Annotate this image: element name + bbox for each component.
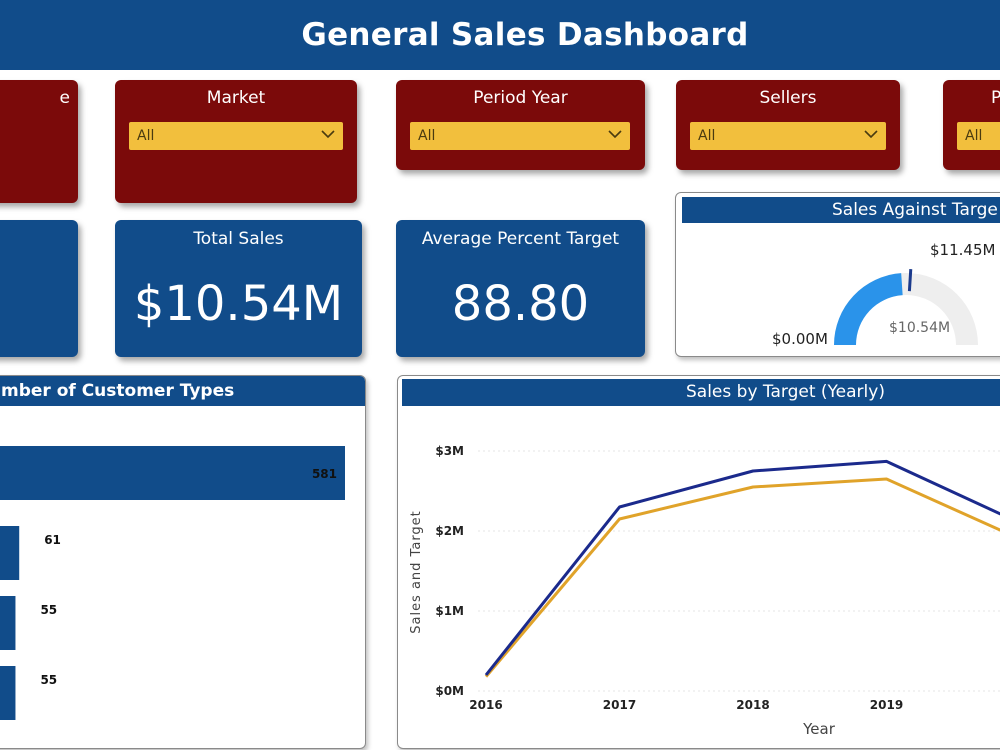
slicer-sellers: Sellers All: [676, 80, 900, 170]
chevron-down-icon: [321, 130, 335, 139]
customer-type-bar: [0, 446, 345, 500]
market-dropdown[interactable]: All: [129, 122, 343, 150]
y-tick-label: $1M: [435, 604, 464, 618]
slicer-label: Sellers: [759, 88, 817, 108]
x-tick-label: 2017: [603, 698, 636, 712]
customer-type-value-label: 55: [40, 673, 57, 687]
series-line: [484, 459, 1000, 676]
kpi-value: $10.54M: [133, 276, 344, 332]
partial-dropdown[interactable]: All: [957, 122, 1000, 150]
line-chart: $0M $1M $2M $3M 2016 2017 2018 2019 Year Sales an…: [409, 444, 1000, 738]
customer-types-panel: mber of Customer Types 581 61 55 55: [0, 375, 366, 749]
y-tick-label: $0M: [435, 684, 464, 698]
customer-type-bar: [0, 526, 20, 580]
y-tick-label: $3M: [435, 444, 464, 458]
dropdown-value: All: [418, 128, 436, 144]
gauge-max-label: $11.45M: [930, 241, 996, 259]
slicer-partial-left: e: [0, 80, 78, 203]
y-axis-title: Sales and Target: [409, 510, 424, 634]
slicer-partial-right: P All: [943, 80, 1000, 170]
dropdown-value: All: [137, 128, 155, 144]
page-title: General Sales Dashboard: [301, 17, 749, 53]
kpi-value: 88.80: [451, 276, 590, 332]
line-chart-title: Sales by Target (Yearly): [402, 379, 1000, 406]
kpi-label: Average Percent Target: [421, 229, 620, 249]
customer-type-bar: [0, 596, 16, 650]
x-tick-label: 2019: [870, 698, 903, 712]
kpi-average-percent-target: Average Percent Target 88.80: [396, 220, 645, 357]
x-axis-title: Year: [802, 720, 836, 738]
chevron-down-icon: [864, 130, 878, 139]
gauge-value-label: $10.54M: [889, 320, 951, 336]
gauge-panel: Sales Against Targe $11.45M $0.00M $10.5…: [675, 192, 1000, 357]
gauge-title: Sales Against Targe: [682, 197, 1000, 223]
series-line: [484, 477, 1000, 678]
dropdown-value: All: [965, 128, 983, 144]
x-tick-label: 2016: [469, 698, 502, 712]
customer-type-bar: [0, 666, 16, 720]
slicer-label: e: [59, 88, 70, 108]
slicer-period-year: Period Year All: [396, 80, 645, 170]
x-tick-label: 2018: [736, 698, 769, 712]
customer-type-value-label: 61: [44, 533, 61, 547]
sales-by-target-panel: Sales by Target (Yearly) $0M $1M $2M $3M 201…: [397, 375, 1000, 749]
customer-types-title: mber of Customer Types: [0, 376, 365, 406]
slicer-market: Market All: [115, 80, 357, 203]
customer-type-value-label: 581: [312, 467, 337, 481]
dropdown-value: All: [698, 128, 716, 144]
gauge-min-label: $0.00M: [772, 330, 828, 348]
gauge-chart: [834, 269, 978, 345]
sellers-dropdown[interactable]: All: [690, 122, 886, 150]
dashboard-header: General Sales Dashboard: [0, 0, 1000, 70]
gauge-target-marker: [907, 269, 913, 292]
chevron-down-icon: [608, 130, 622, 139]
slicer-label: Period Year: [473, 88, 568, 108]
slicer-label: Market: [206, 88, 266, 108]
period-year-dropdown[interactable]: All: [410, 122, 630, 150]
y-tick-label: $2M: [435, 524, 464, 538]
customer-types-chart: 581 61 55 55: [0, 446, 345, 720]
kpi-card-partial: [0, 220, 78, 357]
kpi-label: Total Sales: [193, 229, 284, 249]
kpi-total-sales: Total Sales $10.54M: [115, 220, 362, 357]
slicer-label: P: [991, 88, 1000, 108]
customer-type-value-label: 55: [40, 603, 57, 617]
gauge-fill: [834, 273, 903, 345]
